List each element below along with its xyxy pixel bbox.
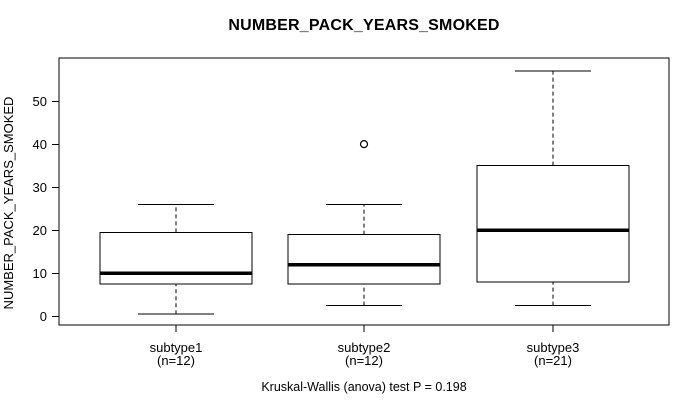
chart-title: NUMBER_PACK_YEARS_SMOKED <box>228 17 500 34</box>
x-label-subtype2: subtype2 <box>338 340 391 355</box>
outlier-subtype2 <box>359 140 369 149</box>
x-label-subtype1: subtype1 <box>150 340 203 355</box>
x-sublabel-subtype3: (n=21) <box>534 353 572 368</box>
y-tick-label: 20 <box>33 223 47 238</box>
box-subtype2 <box>287 234 441 285</box>
kruskal-wallis-caption: Kruskal-Wallis (anova) test P = 0.198 <box>261 380 467 394</box>
x-sublabel-subtype1: (n=12) <box>157 353 195 368</box>
box-subtype3 <box>476 165 630 283</box>
x-label-subtype3: subtype3 <box>527 340 580 355</box>
box-subtype1 <box>99 231 253 285</box>
y-axis-label: NUMBER_PACK_YEARS_SMOKED <box>1 97 16 310</box>
y-tick-label: 0 <box>40 309 47 324</box>
y-tick-label: 10 <box>33 266 47 281</box>
y-tick-label: 40 <box>33 137 47 152</box>
y-tick-label: 30 <box>33 180 47 195</box>
x-sublabel-subtype2: (n=12) <box>345 353 383 368</box>
y-tick-label: 50 <box>33 94 47 109</box>
